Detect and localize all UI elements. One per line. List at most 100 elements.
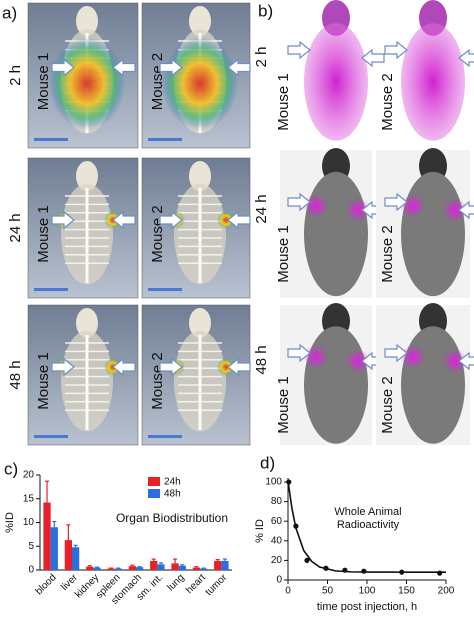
signal (401, 345, 425, 369)
time-label: 48 h (253, 345, 270, 374)
y-tick-label: 0 (276, 575, 282, 586)
uptake (217, 358, 235, 376)
mouse-label: Mouse 1 (275, 225, 292, 283)
arrow (51, 210, 75, 230)
color-scale (34, 138, 68, 141)
signal (346, 349, 370, 373)
x-tick-label: 200 (438, 586, 455, 597)
signal (304, 345, 328, 369)
arrow (287, 192, 311, 212)
data-point (437, 570, 443, 576)
mouse-label: Mouse 1 (275, 73, 292, 131)
x-tick-label: 100 (359, 586, 376, 597)
y-tick-label: 80 (271, 496, 283, 507)
panel-label: a) (2, 3, 17, 22)
arrow (458, 351, 474, 371)
bar (114, 568, 122, 570)
arrow (458, 200, 474, 220)
x-tick-label: lung (166, 572, 187, 593)
bar (43, 502, 51, 570)
color-scale (148, 138, 182, 141)
arrow (227, 210, 251, 230)
mouse-body (401, 23, 465, 141)
arrow (384, 192, 408, 212)
arrow (112, 58, 136, 77)
annotation: Radioactivity (337, 519, 400, 531)
bar (93, 567, 101, 570)
y-tick-label: 20 (271, 555, 283, 566)
signal (443, 349, 467, 373)
mouse-body (304, 326, 368, 444)
annotation: Organ Biodistribution (116, 511, 228, 525)
arrow (112, 357, 136, 377)
bar (72, 547, 80, 570)
arrow (361, 48, 385, 68)
signal (346, 198, 370, 222)
signal (304, 194, 328, 218)
arrow (159, 58, 183, 77)
bar (150, 560, 158, 570)
mouse-label: Mouse 2 (149, 352, 166, 410)
x-axis-label: time post injection, h (317, 601, 417, 613)
bar (178, 565, 186, 570)
bar (192, 567, 200, 570)
mouse-body (304, 23, 368, 141)
mouse-label: Mouse 2 (149, 53, 166, 111)
color-scale (148, 288, 182, 291)
signal (443, 198, 467, 222)
arrow (227, 357, 251, 377)
mouse-skull (189, 161, 211, 191)
bar (107, 568, 115, 570)
arrow (384, 343, 408, 363)
bar (200, 568, 208, 570)
mouse-body (304, 171, 368, 297)
y-axis-label: %ID (4, 512, 16, 533)
y-tick-label: 5 (28, 541, 34, 552)
data-point (361, 568, 367, 574)
bar (86, 566, 94, 570)
time-label: 2 h (253, 47, 270, 68)
mouse-label: Mouse 1 (35, 53, 52, 111)
mouse-label: Mouse 1 (35, 205, 52, 263)
mouse-skull (189, 6, 211, 36)
bar (221, 560, 229, 570)
x-tick-label: 50 (322, 586, 334, 597)
mouse-label: Mouse 2 (379, 225, 396, 283)
time-label: 24 h (7, 213, 24, 242)
arrow (384, 40, 408, 60)
legend-label: 24h (164, 477, 181, 488)
bar (128, 566, 136, 570)
time-label: 24 h (253, 194, 270, 223)
arrow (287, 40, 311, 60)
bar (136, 567, 144, 570)
y-tick-label: 100 (265, 477, 282, 488)
signal (401, 194, 425, 218)
bar (64, 540, 72, 570)
color-scale (148, 435, 182, 438)
y-tick-label: 10 (23, 517, 35, 528)
color-scale (34, 288, 68, 291)
bar (50, 527, 58, 570)
time-label: 48 h (7, 360, 24, 389)
arrow (159, 357, 183, 377)
mouse-label: Mouse 2 (149, 205, 166, 263)
y-tick-label: 0 (28, 565, 34, 576)
x-tick-label: blood (34, 572, 59, 597)
arrow (112, 210, 136, 230)
bar (171, 563, 179, 570)
uptake (162, 37, 238, 130)
x-tick-label: 0 (285, 586, 291, 597)
arrow (227, 58, 251, 77)
annotation: Whole Animal (334, 506, 401, 518)
uptake (217, 211, 235, 229)
x-tick-label: 150 (398, 586, 415, 597)
y-axis-label: % ID (254, 519, 266, 543)
mouse-label: Mouse 2 (379, 73, 396, 131)
legend-label: 48h (164, 489, 181, 500)
y-tick-label: 20 (23, 470, 35, 481)
data-point (304, 557, 310, 564)
bar (214, 560, 222, 570)
legend-swatch (148, 489, 160, 498)
mouse-body (401, 326, 465, 444)
